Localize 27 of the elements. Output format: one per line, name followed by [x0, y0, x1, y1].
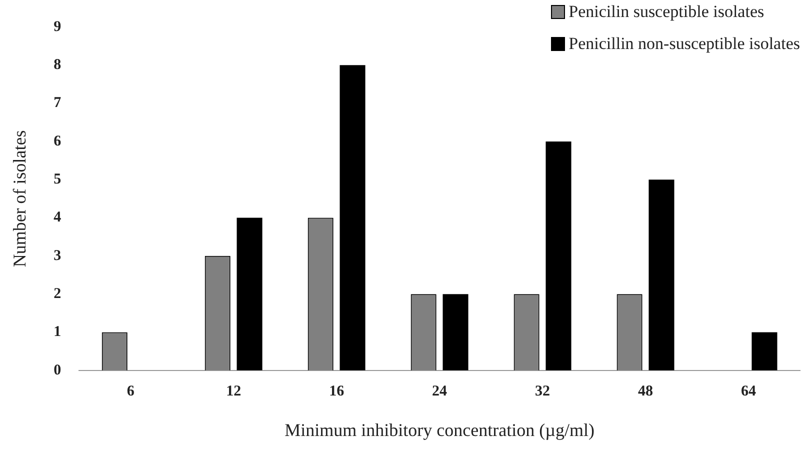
x-tick-label: 64 [741, 383, 757, 400]
y-tick-label: 4 [54, 210, 62, 226]
x-axis-title: Minimum inhibitory concentration (µg/ml) [284, 420, 594, 440]
x-tick-label: 24 [432, 383, 448, 400]
y-tick-label: 5 [54, 171, 62, 188]
y-axis-title: Number of isolates [10, 130, 30, 268]
bar [752, 332, 778, 370]
x-tick-label: 6 [126, 383, 135, 400]
bar [340, 65, 366, 370]
x-tick-label: 12 [226, 383, 242, 400]
bar [648, 180, 674, 370]
y-tick-label: 1 [54, 324, 62, 340]
x-tick-label: 16 [329, 383, 345, 400]
x-tick-label: 48 [638, 383, 654, 400]
y-tick-label: 8 [54, 57, 62, 74]
legend-label: Penicillin non-susceptible isolates [568, 34, 800, 54]
y-tick-label: 0 [54, 362, 62, 378]
y-tick-label: 2 [54, 286, 62, 302]
x-tick-label: 32 [535, 383, 550, 400]
bar [236, 218, 262, 370]
bar [442, 294, 468, 370]
y-tick-label: 7 [54, 95, 62, 112]
y-tick-label: 6 [54, 133, 62, 150]
legend-label: Penicilin susceptible isolates [568, 2, 764, 22]
y-tick-label: 3 [54, 248, 62, 264]
bar [546, 141, 572, 370]
y-tick-label: 9 [54, 18, 62, 35]
